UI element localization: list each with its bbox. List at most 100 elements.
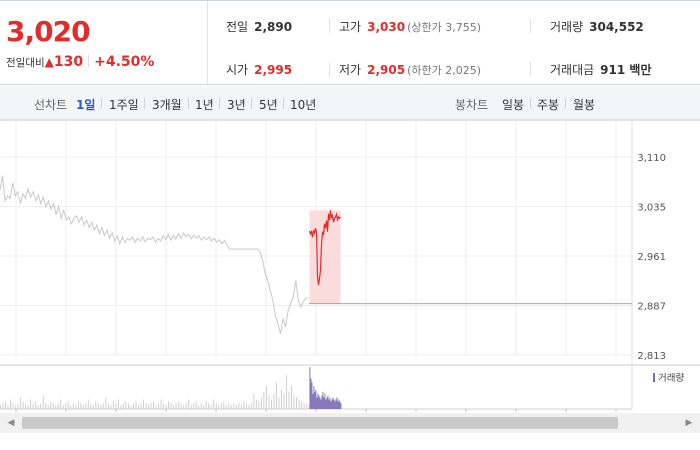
volume-bar [163,403,165,409]
chart-scrollbar[interactable]: ◀ ▶ [0,413,700,433]
period-1d[interactable]: 1일 [76,98,96,112]
volume-bar [230,405,232,409]
upper-limit: (상한가 3,755) [407,21,481,34]
volume-bar-today [333,399,335,409]
volume-bar [2,403,4,409]
volume-bar [183,405,185,409]
volume-bar [298,399,300,409]
volume-bar-today [336,397,338,409]
scroll-left-icon[interactable]: ◀ [7,418,15,428]
volume-bar [233,403,235,409]
volume-bar [75,405,77,409]
volume-cell: 거래량 304,552 [550,18,644,35]
volume-bar [105,397,107,409]
volume-bar [175,403,177,409]
volume-bar [258,401,260,409]
volume-bar [95,401,97,409]
volume-bar [12,403,14,409]
volume-bar [42,395,44,409]
period-3m[interactable]: 3개월 [152,98,182,112]
volume-bar [110,405,112,409]
divider [530,19,531,33]
volume-bar [57,403,59,409]
volume-bar [32,403,34,409]
volume-bar [27,405,29,409]
period-3y[interactable]: 3년 [227,98,246,112]
volume-bar [107,403,109,409]
scroll-right-icon[interactable]: ▶ [685,418,693,428]
volume-bar-today [323,397,325,409]
volume-bar [198,405,200,409]
volume-bar [20,397,22,409]
volume-bar [253,393,255,409]
volume-bar-today [326,397,328,409]
price-summary: 3,020 전일대비▲130 +4.50% 전일 2,890 고가 3,030 (상한가… [0,0,700,85]
open-label: 시가 [226,63,249,77]
candle-daily[interactable]: 일봉 [502,98,525,112]
volume-bar [35,401,37,409]
volume-bar-today [338,399,340,409]
divider [530,62,531,76]
volume-bar [10,399,11,409]
volume-bar [55,405,57,409]
low-label: 저가 [339,63,362,77]
volume-bar [288,391,290,409]
price-chart[interactable]: 3,110 3,035 2,961 2,887 2,813 거래량 [0,120,700,413]
volume-bar-today [328,399,330,409]
volume-bar [308,405,310,409]
divider [329,19,330,33]
volume-bar-today [325,399,327,409]
volume-bar [30,399,32,409]
volume-bar [301,401,303,409]
divider [188,98,189,109]
period-5y[interactable]: 5년 [259,98,278,112]
volume-bar-today [337,401,339,409]
volume-bar-today [316,397,318,409]
divider [88,55,90,67]
volume-bar [158,403,160,409]
volume-bar-today [330,401,332,409]
volume-bar-today [310,378,312,409]
y-tick-label: 3,035 [637,203,666,214]
scrollbar-thumb[interactable] [22,417,618,429]
volume-bar [293,395,295,409]
volume-bar [263,391,265,409]
volume-bar [125,401,127,409]
volume-bar [225,405,227,409]
volume-bar [208,403,210,409]
open-value: 2,995 [254,63,293,77]
y-tick-label: 3,110 [637,153,666,164]
period-10y[interactable]: 10년 [290,98,317,112]
candle-monthly[interactable]: 월봉 [573,98,596,112]
volume-bar [148,405,149,409]
divider [251,98,252,109]
period-1y[interactable]: 1년 [195,98,214,112]
low-cell: 저가 2,905 (하한가 2,025) [339,61,481,78]
volume-legend: 거래량 [653,372,684,384]
volume-bar [260,397,262,409]
volume-bar [102,403,104,409]
volume-legend-label: 거래량 [658,372,684,384]
volume-bar [37,405,39,409]
volume-bar-today [324,393,326,409]
volume-bar [120,405,122,409]
candle-weekly[interactable]: 주봉 [537,98,560,112]
volume-bar [52,403,54,409]
current-price-panel: 3,020 전일대비▲130 +4.50% [0,1,208,84]
period-1w[interactable]: 1주일 [109,98,139,112]
volume-bar [291,386,292,409]
volume-bar [238,403,240,409]
volume-bar [135,401,137,409]
volume-bar [248,405,250,409]
volume-bar [178,401,180,409]
change-percent: +4.50% [94,54,155,70]
high-value: 3,030 [367,20,406,34]
volume-bar [72,403,74,409]
volume-bar [97,403,99,409]
y-axis-ticks: 3,110 3,035 2,961 2,887 2,813 [637,153,666,362]
volume-bar [70,405,72,409]
amount-label: 거래대금 [550,63,595,77]
volume-bar [15,405,17,409]
volume-bar-today [309,367,311,409]
today-price-line [308,210,341,286]
